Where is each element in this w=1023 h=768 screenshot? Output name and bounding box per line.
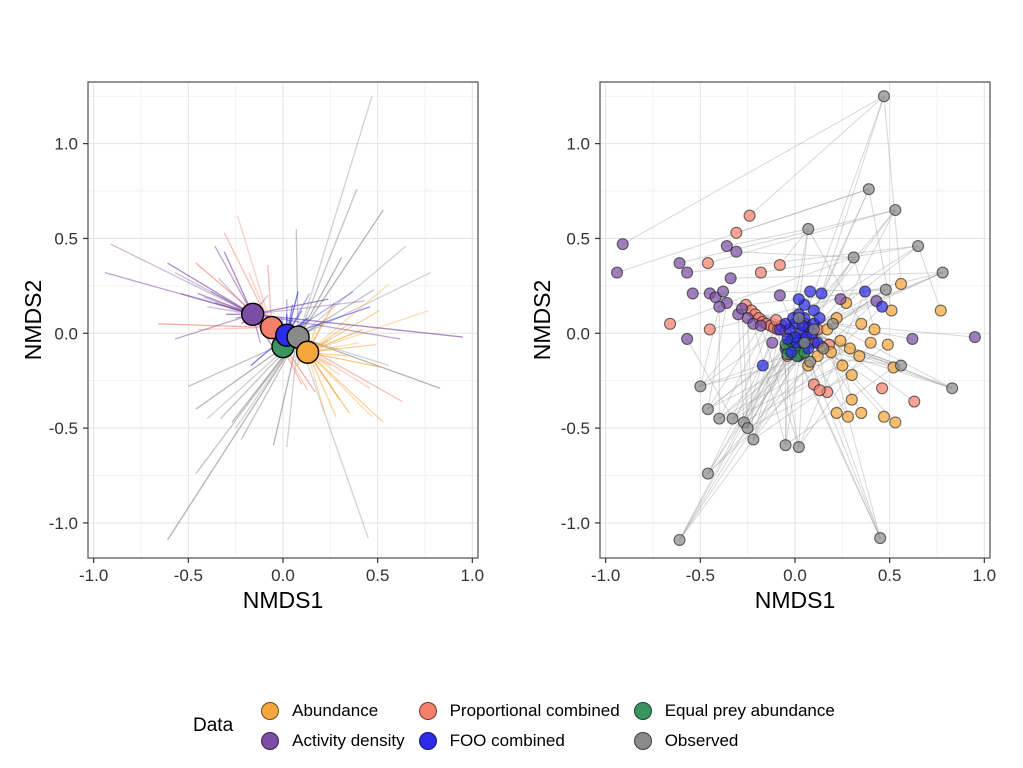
abundance-swatch-icon <box>261 702 280 720</box>
legend-item-abundance: Abundance <box>261 696 404 726</box>
left-panel-centroid-spider-plot: -1.0 -0.5 0.0 0.5 1.0 -1.0 -0.5 0.0 0.5 1.0 <box>49 81 485 585</box>
x-tick-label: 0.0 <box>271 566 295 585</box>
legend-item-proportional-combined: Proportional combined <box>418 696 620 726</box>
y-tick-label: -1.0 <box>49 514 78 533</box>
x-axis-title-left: NMDS1 <box>242 587 324 613</box>
right-panel-sample-points-plot: -1.0 -0.5 0.0 0.5 1.0 -1.0 -0.5 0.0 0.5 1.0 <box>561 81 997 585</box>
legend-item-activity-density: Activity density <box>261 726 405 756</box>
centroid-abundance <box>295 340 320 364</box>
legend-column-3: Equal prey abundance Observed <box>633 696 835 756</box>
x-tick-label: 0.5 <box>878 566 902 585</box>
x-tick-label: 0.5 <box>366 566 390 585</box>
legend-label: Activity density <box>292 731 405 750</box>
activity-density-swatch-icon <box>261 732 280 750</box>
y-tick-label: 0.5 <box>54 229 78 248</box>
points-foo-combined <box>756 285 889 372</box>
legend-label: Observed <box>664 731 739 750</box>
y-tick-label: 0.0 <box>54 324 78 343</box>
legend-label: FOO combined <box>449 731 565 750</box>
centroid-activity-density <box>241 302 265 327</box>
legend: Data Abundance Activity density Proporti… <box>193 696 849 756</box>
legend-column-2: Proportional combined FOO combined <box>418 696 620 756</box>
x-axis-title-right: NMDS1 <box>754 587 836 613</box>
x-tick-label: 1.0 <box>973 566 997 585</box>
x-tick-label: -1.0 <box>79 566 108 585</box>
y-tick-label: -0.5 <box>561 419 590 438</box>
y-axis-title-right: NMDS2 <box>529 279 555 361</box>
legend-label: Equal prey abundance <box>664 701 835 720</box>
proportional-combined-swatch-icon <box>418 702 437 720</box>
y-tick-label: 0.0 <box>566 324 590 343</box>
x-tick-label: -1.0 <box>591 566 620 585</box>
legend-label: Abundance <box>292 701 379 720</box>
observed-swatch-icon <box>633 732 652 750</box>
equal-prey-abundance-swatch-icon <box>633 702 652 720</box>
x-tick-label: 1.0 <box>461 566 485 585</box>
legend-item-observed: Observed <box>633 726 835 756</box>
y-tick-label: -1.0 <box>561 514 590 533</box>
foo-combined-swatch-icon <box>418 732 437 750</box>
points-proportional-combined <box>663 209 921 408</box>
x-tick-label: -0.5 <box>174 566 203 585</box>
y-axis-title-left: NMDS2 <box>20 279 46 361</box>
y-tick-label: 0.5 <box>566 229 590 248</box>
legend-item-foo-combined: FOO combined <box>418 726 620 756</box>
legend-column-1: Abundance Activity density <box>261 696 405 756</box>
y-tick-label: 1.0 <box>566 135 590 154</box>
x-tick-label: 0.0 <box>783 566 807 585</box>
legend-title: Data <box>193 715 234 736</box>
spider-lines-observed <box>166 96 441 541</box>
x-tick-label: -0.5 <box>686 566 715 585</box>
points-observed <box>673 90 959 547</box>
legend-item-equal-prey-abundance: Equal prey abundance <box>633 696 835 726</box>
legend-label: Proportional combined <box>449 701 620 720</box>
y-tick-label: -0.5 <box>49 419 78 438</box>
y-tick-label: 1.0 <box>54 135 78 154</box>
